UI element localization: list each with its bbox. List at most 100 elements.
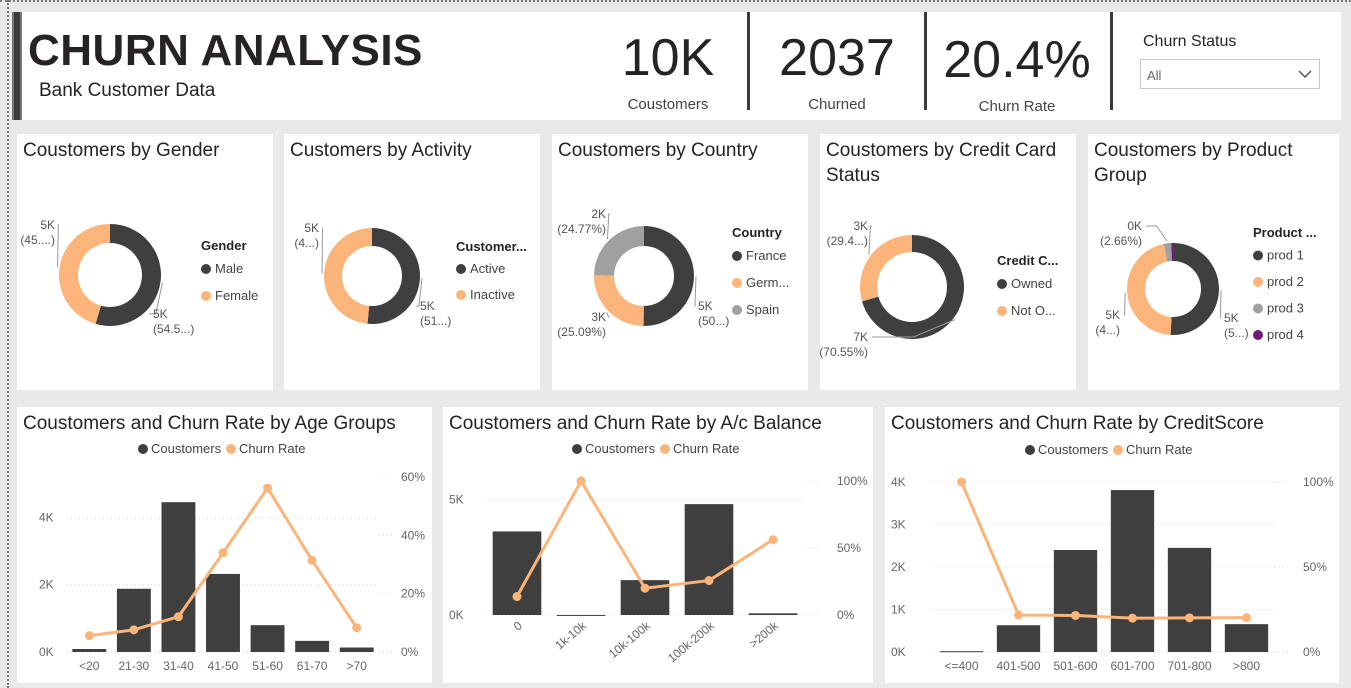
x-tick-label: 100k-200k	[665, 618, 718, 665]
churn-rate-point[interactable]	[1185, 613, 1194, 623]
x-tick-label: 501-600	[1053, 659, 1097, 673]
slice-value-label: 5K	[1224, 311, 1239, 325]
churn-rate-point[interactable]	[352, 623, 362, 633]
bar-601-700[interactable]	[1110, 490, 1155, 652]
legend-item[interactable]: Inactive	[470, 287, 515, 302]
donut-chart: 7K(70.55%) 3K(29.4...) Credit C... Owned Not…	[820, 219, 1058, 359]
legend-item[interactable]: prod 3	[1267, 301, 1304, 316]
bar-0[interactable]	[492, 531, 542, 615]
bar-<=400[interactable]	[939, 651, 984, 653]
donut-slice-male[interactable]	[95, 224, 161, 326]
donut-slice-spain[interactable]	[594, 226, 644, 276]
bar-21-30[interactable]	[116, 588, 151, 652]
legend-item[interactable]: Germ...	[746, 275, 789, 290]
bar-61-70[interactable]	[295, 640, 330, 652]
churn-rate-point[interactable]	[957, 477, 966, 487]
churn-rate-point[interactable]	[84, 631, 94, 641]
churn-rate-point[interactable]	[704, 576, 714, 586]
x-tick-label: <20	[79, 659, 100, 673]
churn-rate-point[interactable]	[1014, 610, 1023, 620]
leader-line	[416, 278, 423, 307]
donut-slice-female[interactable]	[58, 224, 110, 324]
churn-rate-point[interactable]	[307, 555, 317, 565]
donut-slice-prod-1[interactable]	[1170, 243, 1220, 335]
x-tick-label: >200k	[747, 618, 782, 651]
card-title-line2: Group	[1094, 165, 1147, 186]
kpi-customers-label: Coustomers	[627, 96, 709, 113]
legend-item[interactable]: Female	[215, 288, 258, 303]
legend-item[interactable]: prod 1	[1267, 248, 1304, 263]
slice-value-label: 5K	[420, 299, 435, 313]
churn-rate-point[interactable]	[1071, 610, 1080, 620]
legend-dot	[456, 264, 466, 274]
legend-dot	[1025, 445, 1035, 455]
churn-rate-point[interactable]	[263, 483, 273, 493]
donut-slice-inactive[interactable]	[324, 228, 372, 324]
y-tick-label: 4K	[891, 475, 906, 489]
bar-100k-200k[interactable]	[684, 504, 734, 615]
donut-slice-owned[interactable]	[862, 235, 964, 339]
donut-slice-prod-2[interactable]	[1127, 243, 1172, 335]
legend-item[interactable]: Coustomers	[151, 441, 222, 456]
legend-item[interactable]: Churn Rate	[1126, 442, 1192, 457]
donut-slice-prod-4[interactable]	[1171, 243, 1173, 262]
churn-rate-point[interactable]	[218, 548, 228, 558]
churn-rate-point[interactable]	[768, 535, 778, 545]
bar-701-800[interactable]	[1167, 547, 1212, 652]
legend-item[interactable]: Not O...	[1011, 303, 1056, 318]
donut-slice-not-o-[interactable]	[860, 235, 912, 302]
bar->200k[interactable]	[748, 613, 798, 615]
dropdown-selected-value: All	[1147, 68, 1162, 83]
legend-item[interactable]: Coustomers	[585, 441, 656, 456]
y2-tick-label: 0%	[401, 645, 419, 659]
card-title: Coustomers by Product	[1094, 140, 1293, 161]
bar-401-500[interactable]	[996, 625, 1041, 652]
age-groups-chart-card: Coustomers and Churn Rate by Age Groups …	[17, 407, 432, 683]
donut-slice-active[interactable]	[367, 228, 420, 324]
donut-chart: 5K(5...)5K(4...)0K(2.66%)Product ...prod…	[1095, 219, 1316, 342]
donut-slice-france[interactable]	[643, 226, 695, 326]
legend-dot	[997, 306, 1007, 316]
legend-item[interactable]: prod 4	[1267, 327, 1304, 342]
bar-31-40[interactable]	[161, 502, 196, 652]
legend-item[interactable]: Spain	[746, 302, 779, 317]
legend-item[interactable]: Male	[215, 261, 243, 276]
legend-dot	[201, 264, 211, 274]
bar-1k-10k[interactable]	[556, 614, 606, 616]
legend-item[interactable]: Churn Rate	[673, 441, 739, 456]
bar-41-50[interactable]	[206, 573, 240, 652]
churn-rate-point[interactable]	[1128, 613, 1137, 623]
page-title: CHURN ANALYSIS	[28, 26, 423, 75]
legend-item[interactable]: France	[746, 248, 786, 263]
legend-item[interactable]: Coustomers	[1038, 442, 1109, 457]
card-title: Coustomers by Gender	[23, 140, 220, 161]
slice-percent-label: (25.09%)	[557, 325, 606, 339]
churn-rate-point[interactable]	[173, 612, 183, 622]
bar-<20[interactable]	[72, 649, 107, 652]
churn-rate-point[interactable]	[512, 592, 522, 602]
bar-51-60[interactable]	[250, 625, 285, 652]
churn-rate-point[interactable]	[576, 476, 586, 486]
bar->70[interactable]	[339, 647, 374, 652]
churn-status-dropdown[interactable]: All	[1140, 59, 1320, 89]
leader-line	[1146, 225, 1168, 242]
slice-value-label: 5K	[40, 218, 55, 232]
legend-item[interactable]: Active	[470, 261, 505, 276]
bar-501-600[interactable]	[1053, 550, 1098, 652]
legend-item[interactable]: prod 2	[1267, 274, 1304, 289]
x-tick-label: 10k-100k	[606, 618, 654, 661]
leader-line	[872, 319, 956, 338]
bar->800[interactable]	[1224, 624, 1269, 652]
kpi-churned-value: 2037	[779, 29, 895, 87]
card-title: Coustomers by Country	[558, 140, 758, 161]
legend-item[interactable]: Churn Rate	[239, 441, 305, 456]
churn-rate-point[interactable]	[129, 625, 139, 635]
legend-item[interactable]: Owned	[1011, 276, 1052, 291]
kpi-customers-value: 10K	[621, 29, 715, 87]
kpi-divider	[747, 12, 750, 110]
slice-value-label: 5K	[1105, 308, 1120, 322]
churn-rate-point[interactable]	[1242, 613, 1251, 623]
donut-slice-prod-3[interactable]	[1163, 243, 1172, 262]
churn-rate-point[interactable]	[640, 583, 650, 593]
donut-slice-germ-[interactable]	[594, 275, 644, 326]
